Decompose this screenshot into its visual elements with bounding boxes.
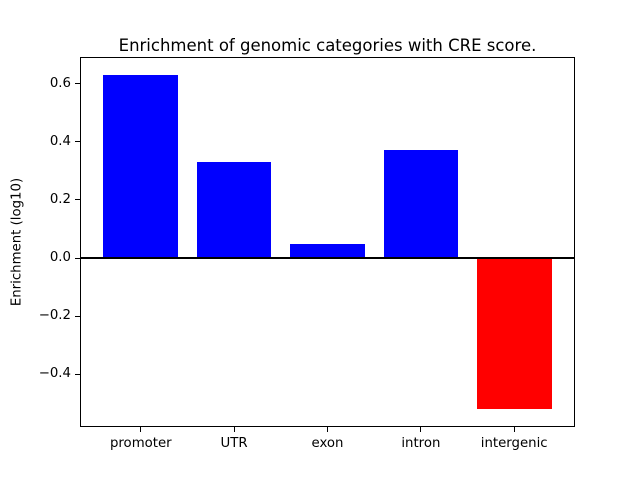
- y-tick-mark: [75, 257, 80, 259]
- bar-UTR: [196, 162, 272, 258]
- x-tick-label-exon: exon: [311, 436, 344, 451]
- plot-area: [80, 57, 575, 427]
- y-tick-mark: [75, 373, 80, 375]
- zero-line: [81, 257, 574, 259]
- y-tick-mark: [75, 141, 80, 143]
- bar-intergenic: [476, 258, 552, 410]
- y-tick-label: 0.6: [49, 75, 71, 91]
- bar-intron: [383, 150, 459, 258]
- y-tick-label: −0.2: [38, 308, 71, 324]
- x-tick-mark: [233, 427, 235, 432]
- y-tick-label: 0.4: [49, 133, 71, 149]
- zero-line-layer: [81, 58, 574, 426]
- x-tick-mark: [327, 427, 328, 432]
- y-tick-label: 0.2: [49, 191, 71, 207]
- bar-exon: [290, 243, 365, 258]
- x-tick-label-intron: intron: [401, 436, 441, 451]
- x-tick-label-UTR: UTR: [220, 436, 248, 451]
- chart-title: Enrichment of genomic categories with CR…: [118, 36, 537, 55]
- y-tick-label: 0.0: [49, 250, 71, 265]
- bar-promoter: [103, 74, 179, 258]
- x-tick-mark: [513, 427, 515, 432]
- bars-layer: [81, 58, 574, 426]
- y-tick-mark: [75, 315, 80, 317]
- y-tick-label: −0.4: [38, 366, 71, 382]
- x-tick-label-intergenic: intergenic: [480, 436, 548, 451]
- x-tick-label-promoter: promoter: [109, 436, 172, 451]
- x-tick-mark: [420, 427, 422, 432]
- x-tick-mark: [140, 427, 142, 432]
- y-tick-mark: [75, 83, 80, 85]
- y-tick-mark: [75, 199, 80, 201]
